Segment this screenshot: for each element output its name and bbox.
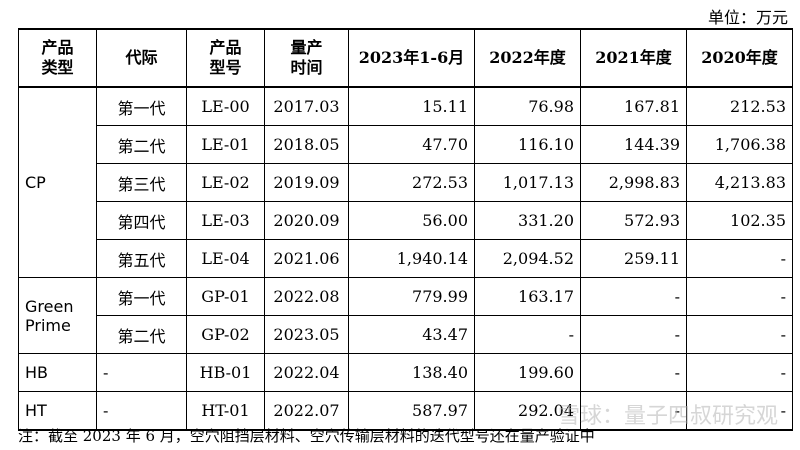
cell-2021: - (580, 315, 687, 354)
header-product-model: 产品 型号 (186, 28, 265, 88)
cell-2020: - (686, 353, 793, 392)
cell-2021: 572.93 (580, 201, 687, 240)
cell-2022: 199.60 (474, 353, 581, 392)
table-row: HB - HB-01 2022.04 138.40 199.60 - - (18, 353, 793, 392)
cell-2020: - (686, 391, 793, 431)
cell-model: GP-01 (186, 277, 265, 316)
cell-date: 2017.03 (264, 86, 349, 126)
unit-label: 单位：万元 (707, 8, 788, 27)
cell-2021: - (580, 353, 687, 392)
header-product-type: 产品 类型 (18, 28, 97, 88)
cell-model: GP-02 (186, 315, 265, 354)
cell-date: 2019.09 (264, 163, 349, 202)
cell-2022: 163.17 (474, 277, 581, 316)
cell-2021: - (580, 277, 687, 316)
table-row: Green Prime 第一代 GP-01 2022.08 779.99 163.… (18, 277, 793, 354)
cell-2023h1: 138.40 (348, 353, 475, 392)
cell-model: LE-04 (186, 239, 265, 278)
sales-table: 产品 类型 代际 产品 型号 量产 时间 2023年1-6月 2022年度 2021年… (18, 28, 793, 431)
cell-gen: 第二代 (96, 315, 187, 354)
cell-model: LE-03 (186, 201, 265, 240)
cell-2020: - (686, 277, 793, 316)
cell-gen: 第一代 (96, 277, 187, 316)
table-row: HT - HT-01 2022.07 587.97 292.04 - - (18, 391, 793, 431)
table-row: 第二代 GP-02 2023.05 43.47 - - - (19, 315, 793, 354)
cell-2021: 259.11 (580, 239, 687, 278)
cell-gen: 第五代 (96, 239, 187, 278)
header-generation: 代际 (96, 28, 187, 88)
header-2020: 2020年度 (686, 28, 793, 88)
table-row: 第三代 LE-02 2019.09 272.53 1,017.13 2,998.… (19, 163, 793, 202)
cell-2022: 116.10 (474, 125, 581, 164)
cell-2020: 4,213.83 (686, 163, 793, 202)
cell-2021: 144.39 (580, 125, 687, 164)
cell-2023h1: 272.53 (348, 163, 475, 202)
type-cp: CP (18, 86, 97, 278)
type-green-prime: Green Prime (18, 277, 97, 354)
table-row: 第四代 LE-03 2020.09 56.00 331.20 572.93 10… (19, 201, 793, 240)
cell-2023h1: 779.99 (348, 277, 475, 316)
cell-2022: - (474, 315, 581, 354)
cell-model: LE-01 (186, 125, 265, 164)
header-2022: 2022年度 (474, 28, 581, 88)
table-header-row: 产品 类型 代际 产品 型号 量产 时间 2023年1-6月 2022年度 2021年… (18, 28, 793, 88)
cell-2022: 2,094.52 (474, 239, 581, 278)
cell-2021: - (580, 391, 687, 431)
cell-date: 2020.09 (264, 201, 349, 240)
cell-2022: 292.04 (474, 391, 581, 431)
cell-gen: - (96, 353, 187, 392)
cell-2020: 1,706.38 (686, 125, 793, 164)
footnote: 注：截至 2023 年 6 月，空穴阻挡层材料、空穴传输层材料的迭代型号还在量产… (18, 427, 595, 445)
cell-2023h1: 587.97 (348, 391, 475, 431)
cell-date: 2022.04 (264, 353, 349, 392)
cell-2020: 102.35 (686, 201, 793, 240)
cell-date: 2021.06 (264, 239, 349, 278)
cell-2021: 2,998.83 (580, 163, 687, 202)
cell-2023h1: 43.47 (348, 315, 475, 354)
table-row: 第二代 LE-01 2018.05 47.70 116.10 144.39 1,… (19, 125, 793, 164)
cell-date: 2018.05 (264, 125, 349, 164)
cell-date: 2022.07 (264, 391, 349, 431)
cell-gen: 第二代 (96, 125, 187, 164)
type-ht: HT (18, 391, 97, 431)
table-row: 第五代 LE-04 2021.06 1,940.14 2,094.52 259.… (19, 239, 793, 278)
cell-date: 2023.05 (264, 315, 349, 354)
cell-gen: 第一代 (96, 86, 187, 126)
cell-2021: 167.81 (580, 86, 687, 126)
cell-2023h1: 56.00 (348, 201, 475, 240)
cell-2020: - (686, 239, 793, 278)
cell-gen: 第三代 (96, 163, 187, 202)
header-mass-production-date: 量产 时间 (264, 28, 349, 88)
cell-2020: - (686, 315, 793, 354)
cell-gen: - (96, 391, 187, 431)
watermark: 雪球：量子四叔研究观 (557, 404, 778, 429)
cell-date: 2022.08 (264, 277, 349, 316)
cell-2023h1: 47.70 (348, 125, 475, 164)
header-2021: 2021年度 (580, 28, 687, 88)
cell-2022: 1,017.13 (474, 163, 581, 202)
type-hb: HB (18, 353, 97, 392)
cell-2023h1: 1,940.14 (348, 239, 475, 278)
cell-2022: 331.20 (474, 201, 581, 240)
cell-model: LE-02 (186, 163, 265, 202)
header-2023h1: 2023年1-6月 (348, 28, 475, 88)
cell-2022: 76.98 (474, 86, 581, 126)
cell-2020: 212.53 (686, 86, 793, 126)
cell-gen: 第四代 (96, 201, 187, 240)
cell-model: HB-01 (186, 353, 265, 392)
cell-2023h1: 15.11 (348, 86, 475, 126)
table-row: CP 第一代 LE-00 2017.03 15.11 76.98 167.81 … (18, 86, 793, 278)
cell-model: LE-00 (186, 86, 265, 126)
